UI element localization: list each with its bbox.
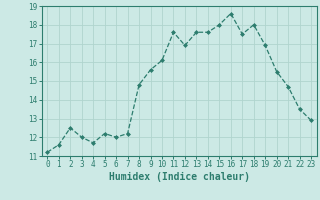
X-axis label: Humidex (Indice chaleur): Humidex (Indice chaleur) xyxy=(109,172,250,182)
